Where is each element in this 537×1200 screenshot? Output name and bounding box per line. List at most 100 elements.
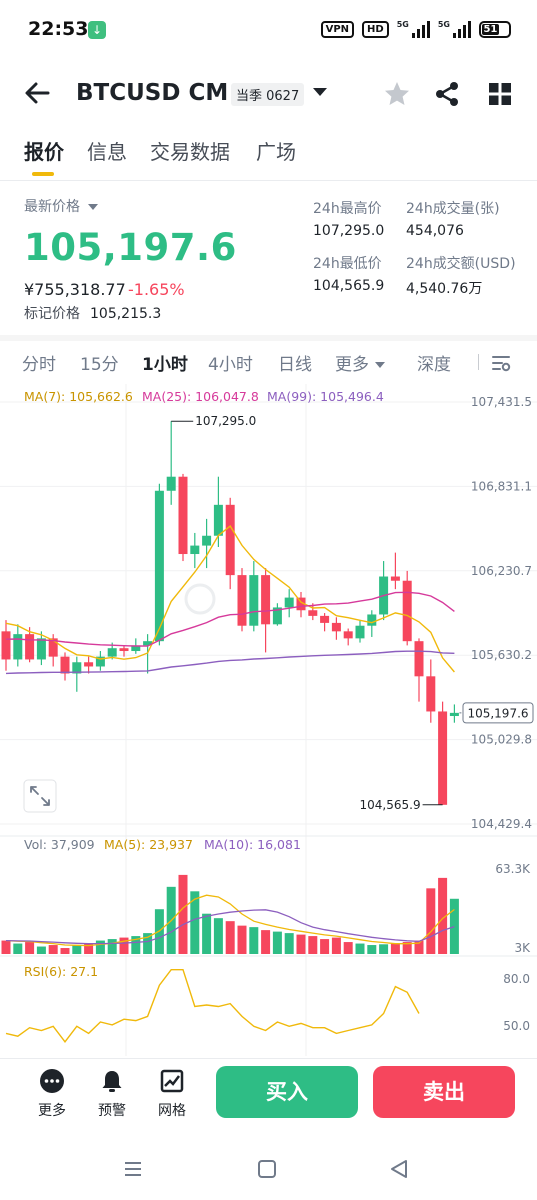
candle-body: [261, 575, 271, 625]
mark-price-row: 标记价格 105,215.3: [24, 306, 162, 322]
chart-settings-icon[interactable]: [490, 352, 512, 374]
kline-svg[interactable]: 107,431.5 106,831.1 106,230.7 105,630.2 105,…: [0, 384, 537, 1056]
alert-button[interactable]: 预警: [87, 1068, 137, 1120]
price-axis-label: 105,029.8: [471, 733, 532, 747]
volume-bar: [296, 934, 306, 954]
recent-apps-icon[interactable]: [122, 1158, 144, 1180]
ma7-line: [5, 525, 455, 673]
volume-label: Vol: 37,909: [24, 837, 95, 852]
candle-body: [343, 631, 353, 639]
volume-bar: [414, 940, 424, 954]
candle-body: [355, 625, 365, 639]
volume-bar: [237, 925, 247, 954]
low-value: 104,565.9: [313, 278, 385, 294]
bottom-divider: [0, 1058, 537, 1059]
volume-bar: [213, 918, 223, 954]
status-bar: 22:53 ↓ VPN HD 5G 5G 51: [0, 0, 537, 60]
grid-trading-button[interactable]: 网格: [147, 1068, 197, 1120]
current-price-tag: 105,197.6: [467, 706, 528, 720]
hd-badge: HD: [362, 20, 389, 38]
header: BTCUSD CM 当季 0627: [0, 70, 537, 120]
tab-square[interactable]: 广场: [256, 140, 296, 164]
ma7-label: MA(7): 105,662.6: [24, 389, 133, 404]
volume-axis-label: 63.3K: [495, 862, 531, 876]
buy-button[interactable]: 买入: [216, 1066, 358, 1118]
bell-icon: [102, 1071, 122, 1092]
stats-low: 24h最低价 104,565.9: [313, 256, 385, 294]
candle-body: [13, 634, 23, 660]
interval-more[interactable]: 更多: [335, 350, 385, 375]
cny-price: ¥755,318.77: [24, 280, 126, 299]
ma99-line: [5, 650, 455, 675]
volume-bar: [190, 891, 200, 954]
chevron-down-icon: [375, 362, 385, 368]
volume-axis-label: 3K: [514, 941, 531, 955]
high-marker-label: 107,295.0: [195, 414, 256, 428]
turnover-value: 4,540.76万: [406, 281, 483, 297]
volume-bar: [225, 921, 235, 954]
star-icon[interactable]: [383, 80, 411, 108]
volume-bar: [36, 946, 46, 954]
candle-body: [190, 545, 200, 555]
candle-body: [296, 597, 306, 611]
interval-15m[interactable]: 15分: [80, 355, 119, 375]
interval-bar: 分时 15分 1小时 4小时 日线 更多 深度: [0, 350, 537, 380]
home-icon[interactable]: [256, 1158, 278, 1180]
volume-bar: [249, 927, 259, 954]
candle-body: [48, 638, 58, 657]
volume-bar: [119, 937, 129, 954]
candle-body: [367, 614, 377, 626]
candle-body: [390, 576, 400, 581]
interval-1d[interactable]: 日线: [278, 355, 312, 375]
battery-icon: 51: [479, 20, 511, 38]
contract-badge[interactable]: 当季 0627: [231, 83, 305, 106]
candle-body: [60, 656, 70, 674]
tab-quote[interactable]: 报价: [24, 140, 64, 164]
grid-layout-icon[interactable]: [486, 80, 514, 108]
rsi-axis-label: 80.0: [503, 972, 530, 986]
candle-body: [202, 535, 212, 546]
interval-timeline[interactable]: 分时: [22, 355, 56, 375]
candle-body: [36, 638, 46, 660]
volume-bar: [143, 933, 153, 954]
volume-bar: [331, 937, 341, 954]
tab-info[interactable]: 信息: [87, 140, 127, 164]
share-icon[interactable]: [433, 80, 461, 108]
volume-bar: [390, 943, 400, 954]
interval-1h[interactable]: 1小时: [142, 355, 188, 375]
volume-bar: [13, 943, 23, 954]
candle-body: [72, 662, 82, 674]
candle-body: [131, 645, 141, 652]
price-axis-label: 106,230.7: [471, 564, 532, 578]
depth-tab[interactable]: 深度: [417, 355, 451, 375]
candle-body: [119, 648, 129, 652]
kline-chart[interactable]: 107,431.5 106,831.1 106,230.7 105,630.2 105,…: [0, 384, 537, 1056]
tab-trading-data[interactable]: 交易数据: [150, 140, 230, 164]
price-block: 最新价格 105,197.6 ¥755,318.77 -1.65% 标记价格 10…: [24, 196, 236, 322]
volume-bar: [48, 945, 58, 954]
volume-bar: [272, 931, 282, 954]
chevron-down-icon[interactable]: [313, 88, 327, 96]
candle-body: [1, 631, 11, 660]
last-price-label[interactable]: 最新价格: [24, 196, 98, 216]
candle-body: [414, 641, 424, 677]
more-button[interactable]: 更多: [27, 1068, 77, 1120]
interval-4h[interactable]: 4小时: [208, 355, 253, 375]
grid-chart-icon: [160, 1069, 184, 1093]
sell-button[interactable]: 卖出: [373, 1066, 515, 1118]
symbol-title[interactable]: BTCUSD CM: [76, 80, 229, 106]
back-nav-icon[interactable]: [388, 1158, 410, 1180]
last-price: 105,197.6: [24, 226, 237, 269]
volume-ma5-label: MA(5): 23,937: [104, 837, 193, 852]
stats-high: 24h最高价 107,295.0: [313, 201, 385, 239]
volume-bar: [355, 943, 365, 954]
volume-bar: [449, 898, 459, 954]
rsi-label: RSI(6): 27.1: [24, 964, 98, 979]
volume-ma10-label: MA(10): 16,081: [204, 837, 301, 852]
back-arrow-icon[interactable]: [22, 78, 52, 108]
active-tab-indicator: [32, 172, 54, 176]
volume-bar: [261, 930, 271, 954]
expand-chart-button[interactable]: [23, 779, 57, 813]
volume-bar: [1, 940, 11, 954]
candle-body: [438, 711, 448, 805]
